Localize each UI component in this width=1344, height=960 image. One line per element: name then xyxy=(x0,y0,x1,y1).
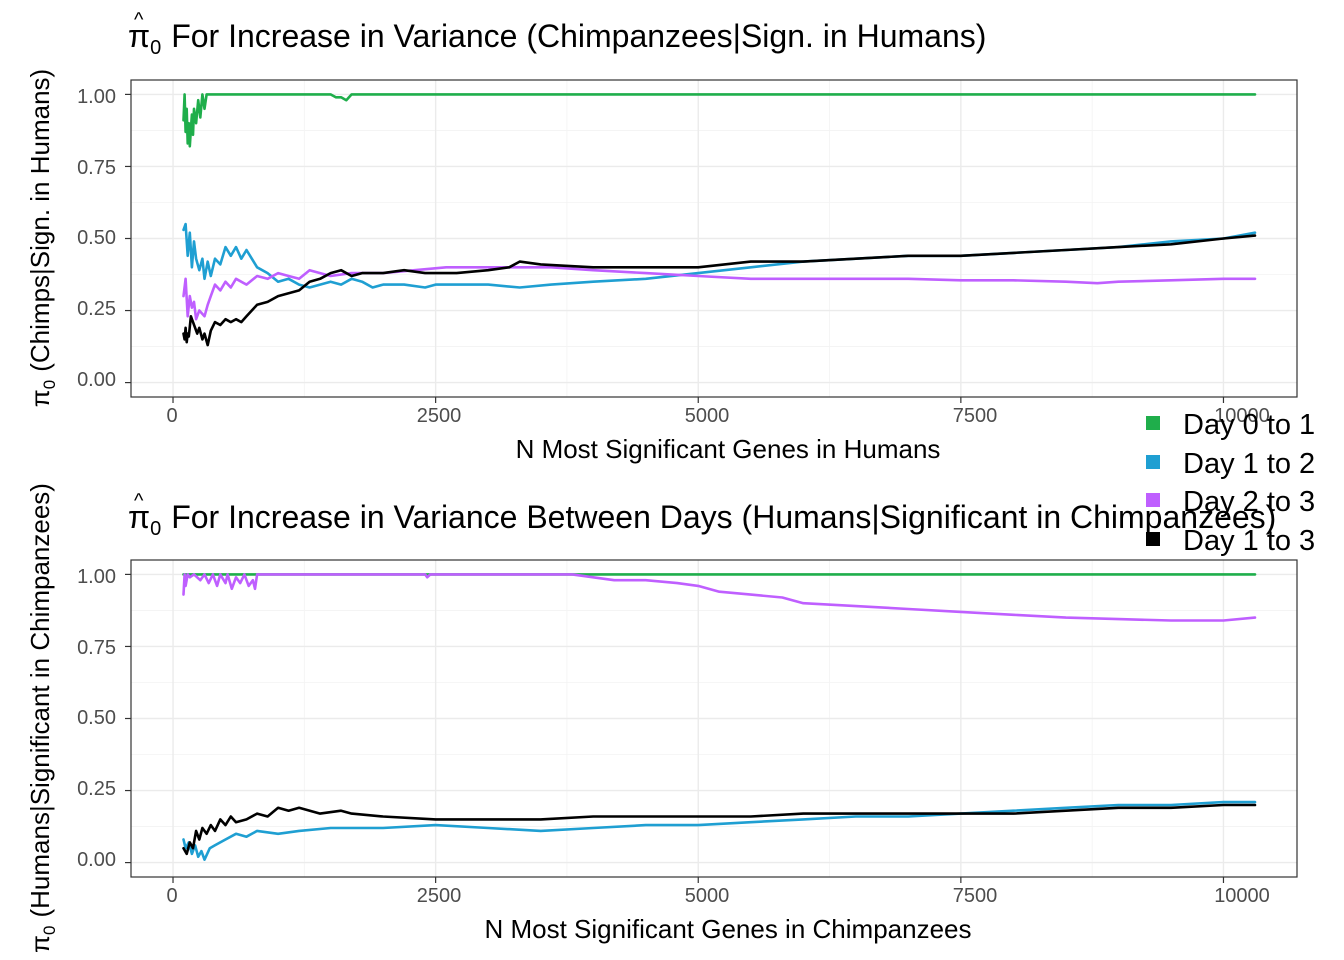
svg-text:π0(Chimps|Sign. in Humans): π0 (Chimps|Sign. in Humans) xyxy=(25,69,59,407)
panel-1-title-symbol: π xyxy=(128,18,150,54)
panel-1-xtick-label-0: 0 xyxy=(166,405,177,427)
panel-2-xtick-label-4: 10000 xyxy=(1214,885,1270,907)
panel-2-ytick-label-0: 0.00 xyxy=(77,849,116,871)
panel-1-series xyxy=(182,93,1257,347)
panel-2-title-hat: ^ xyxy=(134,490,144,512)
panel-1: π0 For Increase in Variance (Chimpanzees|… xyxy=(25,9,1298,464)
panel-1-title-hat: ^ xyxy=(134,9,144,31)
panel-1-xtick-label-3: 7500 xyxy=(953,405,998,427)
panel-1-ytick-label-3: 0.75 xyxy=(77,157,116,179)
legend-key-3 xyxy=(1146,532,1160,546)
panel-1-ylabel-subscript: 0 xyxy=(40,380,59,389)
panel-2-x-axis-title: N Most Significant Genes in Chimpanzees xyxy=(484,914,971,944)
panel-2-title: π0 For Increase in Variance Between Days … xyxy=(128,499,1276,540)
panel-1-ylabel-text: (Chimps|Sign. in Humans) xyxy=(25,69,55,372)
panel-1-ytick-label-1: 0.25 xyxy=(77,298,116,320)
panel-1-line-day-1-to-3 xyxy=(182,234,1257,347)
panel-1-ytick-label-2: 0.50 xyxy=(77,227,116,249)
panel-2-title-text: For Increase in Variance Between Days (H… xyxy=(171,499,1276,535)
panel-1-xtick-label-2: 5000 xyxy=(685,405,730,427)
panel-2-ytick-label-4: 1.00 xyxy=(77,566,116,588)
panel-2-xtick-label-0: 0 xyxy=(166,885,177,907)
legend-label-3: Day 1 to 3 xyxy=(1183,525,1315,557)
panel-1-x-axis-title: N Most Significant Genes in Humans xyxy=(516,434,941,464)
legend-key-2 xyxy=(1146,493,1160,507)
panel-1-xtick-label-4: 10000 xyxy=(1214,405,1270,427)
panel-1-xtick-label-1: 2500 xyxy=(417,405,462,427)
legend-key-0 xyxy=(1146,416,1160,430)
panel-2-ticks xyxy=(125,573,1225,883)
panel-2: π0 For Increase in Variance Between Days … xyxy=(25,483,1298,953)
panel-2-xtick-label-3: 7500 xyxy=(953,885,998,907)
panel-1-title: π0 For Increase in Variance (Chimpanzees|… xyxy=(128,18,986,59)
panel-2-title-symbol: π xyxy=(128,499,150,535)
panel-2-grid xyxy=(131,560,1297,877)
panel-1-title-subscript: 0 xyxy=(150,37,161,59)
panel-2-series xyxy=(182,573,1257,862)
panel-1-line-day-0-to-1 xyxy=(182,93,1257,148)
panel-2-ylabel-symbol: π xyxy=(25,935,55,953)
panel-1-title-text: For Increase in Variance (Chimpanzees|Si… xyxy=(171,18,986,54)
panel-2-ytick-label-3: 0.75 xyxy=(77,637,116,659)
panel-1-ytick-label-4: 1.00 xyxy=(77,86,116,108)
panel-2-xtick-label-2: 5000 xyxy=(685,885,730,907)
legend-label-0: Day 0 to 1 xyxy=(1183,409,1315,441)
panel-1-grid xyxy=(131,80,1297,397)
legend-label-1: Day 1 to 2 xyxy=(1183,448,1315,480)
panel-2-y-axis-title: π0 (Humans|Significant in Chimpanzees) xyxy=(25,483,59,953)
legend: Day 0 to 1 Day 1 to 2 Day 2 to 3 Day 1 t… xyxy=(1146,409,1315,557)
panel-1-ticks xyxy=(125,93,1225,403)
legend-label-2: Day 2 to 3 xyxy=(1183,486,1315,518)
panel-2-line-day-1-to-3 xyxy=(182,803,1257,856)
svg-text:π0(Humans|Significant in Chimp: π0 (Humans|Significant in Chimpanzees) xyxy=(25,483,59,953)
panel-2-title-subscript: 0 xyxy=(150,518,161,540)
legend-key-1 xyxy=(1146,455,1160,469)
panel-2-ylabel-subscript: 0 xyxy=(40,926,59,935)
panel-2-ylabel-text: (Humans|Significant in Chimpanzees) xyxy=(25,483,55,918)
panel-2-xtick-label-1: 2500 xyxy=(417,885,462,907)
panel-1-y-axis-title: π0 (Chimps|Sign. in Humans) xyxy=(25,69,59,407)
panel-1-ylabel-symbol: π xyxy=(25,389,55,407)
panel-1-ytick-label-0: 0.00 xyxy=(77,369,116,391)
panel-2-ytick-label-2: 0.50 xyxy=(77,707,116,729)
panel-2-line-day-2-to-3 xyxy=(182,573,1257,622)
panel-1-line-day-2-to-3 xyxy=(182,265,1257,321)
panel-2-ytick-label-1: 0.25 xyxy=(77,778,116,800)
